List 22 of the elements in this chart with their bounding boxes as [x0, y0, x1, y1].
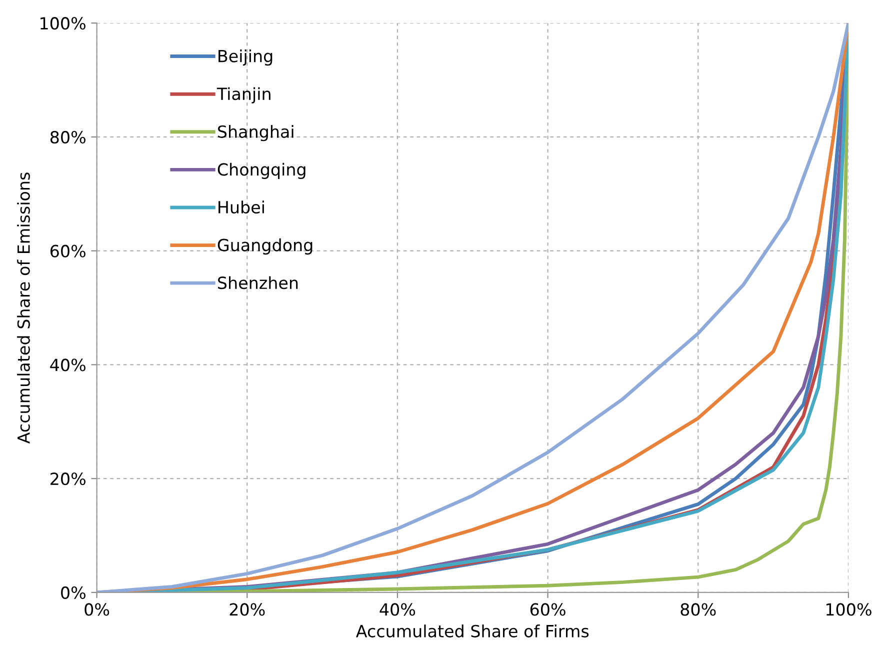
legend-label: Shenzhen [218, 276, 298, 290]
y-tick-label: 0% [61, 586, 86, 600]
x-tick-label: 100% [826, 603, 872, 616]
x-tick-label: 20% [230, 603, 265, 616]
y-tick-label: 40% [50, 358, 86, 372]
line-series [96, 23, 848, 592]
x-tick-label: 80% [680, 603, 716, 616]
y-tick-label: 20% [50, 472, 86, 486]
x-tick-label: 0% [84, 603, 110, 616]
legend-label: Guangdong [218, 238, 312, 255]
x-axis-title: Accumulated Share of Firms [356, 624, 589, 638]
legend-label: Beijing [218, 49, 272, 66]
y-tick-label: 60% [50, 244, 86, 258]
y-tick-label: 80% [50, 130, 86, 144]
x-tick-label: 60% [530, 603, 566, 616]
legend-label: Chongqing [218, 162, 306, 179]
y-axis-title: Accumulated Share of Emissions [17, 172, 30, 444]
legend-label: Shanghai [218, 125, 294, 142]
legend-label: Hubei [218, 200, 264, 214]
legend-label: Tianjin [216, 87, 270, 104]
x-tick-label: 40% [380, 603, 416, 616]
y-tick-label: 100% [40, 17, 86, 30]
